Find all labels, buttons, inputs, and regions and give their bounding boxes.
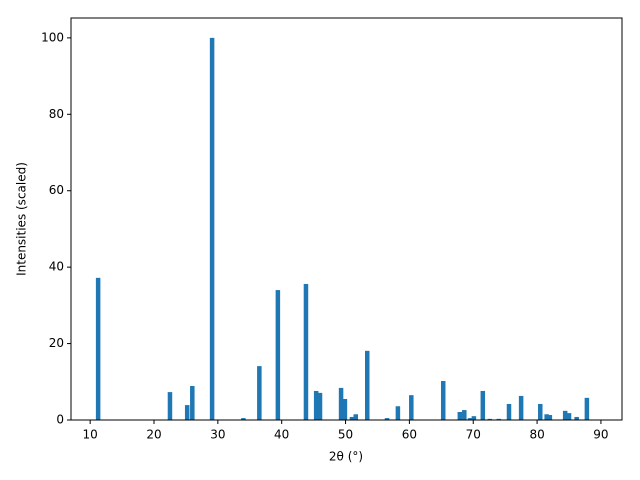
bar — [275, 290, 281, 420]
bar — [440, 381, 446, 420]
y-tick-label: 0 — [56, 413, 64, 427]
y-tick-label: 80 — [49, 107, 64, 121]
bar — [457, 411, 463, 420]
bar — [167, 392, 173, 420]
bar — [574, 416, 579, 420]
bar — [562, 410, 568, 420]
bar — [257, 366, 262, 420]
bar — [209, 37, 215, 420]
bar — [303, 283, 309, 420]
x-tick-label: 50 — [338, 428, 353, 442]
bar — [506, 403, 512, 420]
bar — [518, 395, 524, 420]
y-tick-label: 60 — [49, 183, 64, 197]
x-tick-label: 70 — [466, 428, 481, 442]
bar — [365, 350, 370, 420]
bar — [95, 277, 101, 420]
y-tick-label: 20 — [49, 336, 64, 350]
bar — [190, 385, 195, 420]
bar — [317, 392, 323, 420]
x-tick-label: 30 — [210, 428, 225, 442]
bar — [384, 418, 390, 420]
bar — [462, 410, 467, 420]
bar — [409, 395, 414, 420]
bar — [313, 390, 319, 420]
bar — [241, 418, 246, 420]
x-tick-label: 20 — [146, 428, 161, 442]
bar — [467, 418, 473, 420]
bar — [538, 403, 543, 420]
x-tick-label: 60 — [402, 428, 417, 442]
y-tick-label: 100 — [41, 30, 64, 44]
bar — [584, 397, 590, 420]
plot-frame — [70, 17, 623, 421]
x-tick-label: 10 — [83, 428, 98, 442]
x-axis-label: 2θ (°) — [329, 450, 363, 464]
bar — [349, 416, 355, 420]
x-tick-label: 40 — [274, 428, 289, 442]
bar — [480, 390, 486, 420]
bar — [395, 406, 401, 420]
bar — [566, 413, 572, 420]
bar — [487, 418, 493, 420]
bar — [471, 416, 477, 420]
y-axis-label: Intensities (scaled) — [15, 162, 29, 276]
bar — [544, 414, 549, 420]
bar — [338, 387, 344, 420]
bar — [353, 414, 359, 420]
bar — [184, 405, 190, 420]
x-tick-label: 90 — [593, 428, 608, 442]
bar — [547, 415, 553, 420]
bar — [342, 398, 348, 420]
x-tick-label: 80 — [529, 428, 544, 442]
y-tick-label: 40 — [49, 260, 64, 274]
bar — [496, 418, 502, 420]
